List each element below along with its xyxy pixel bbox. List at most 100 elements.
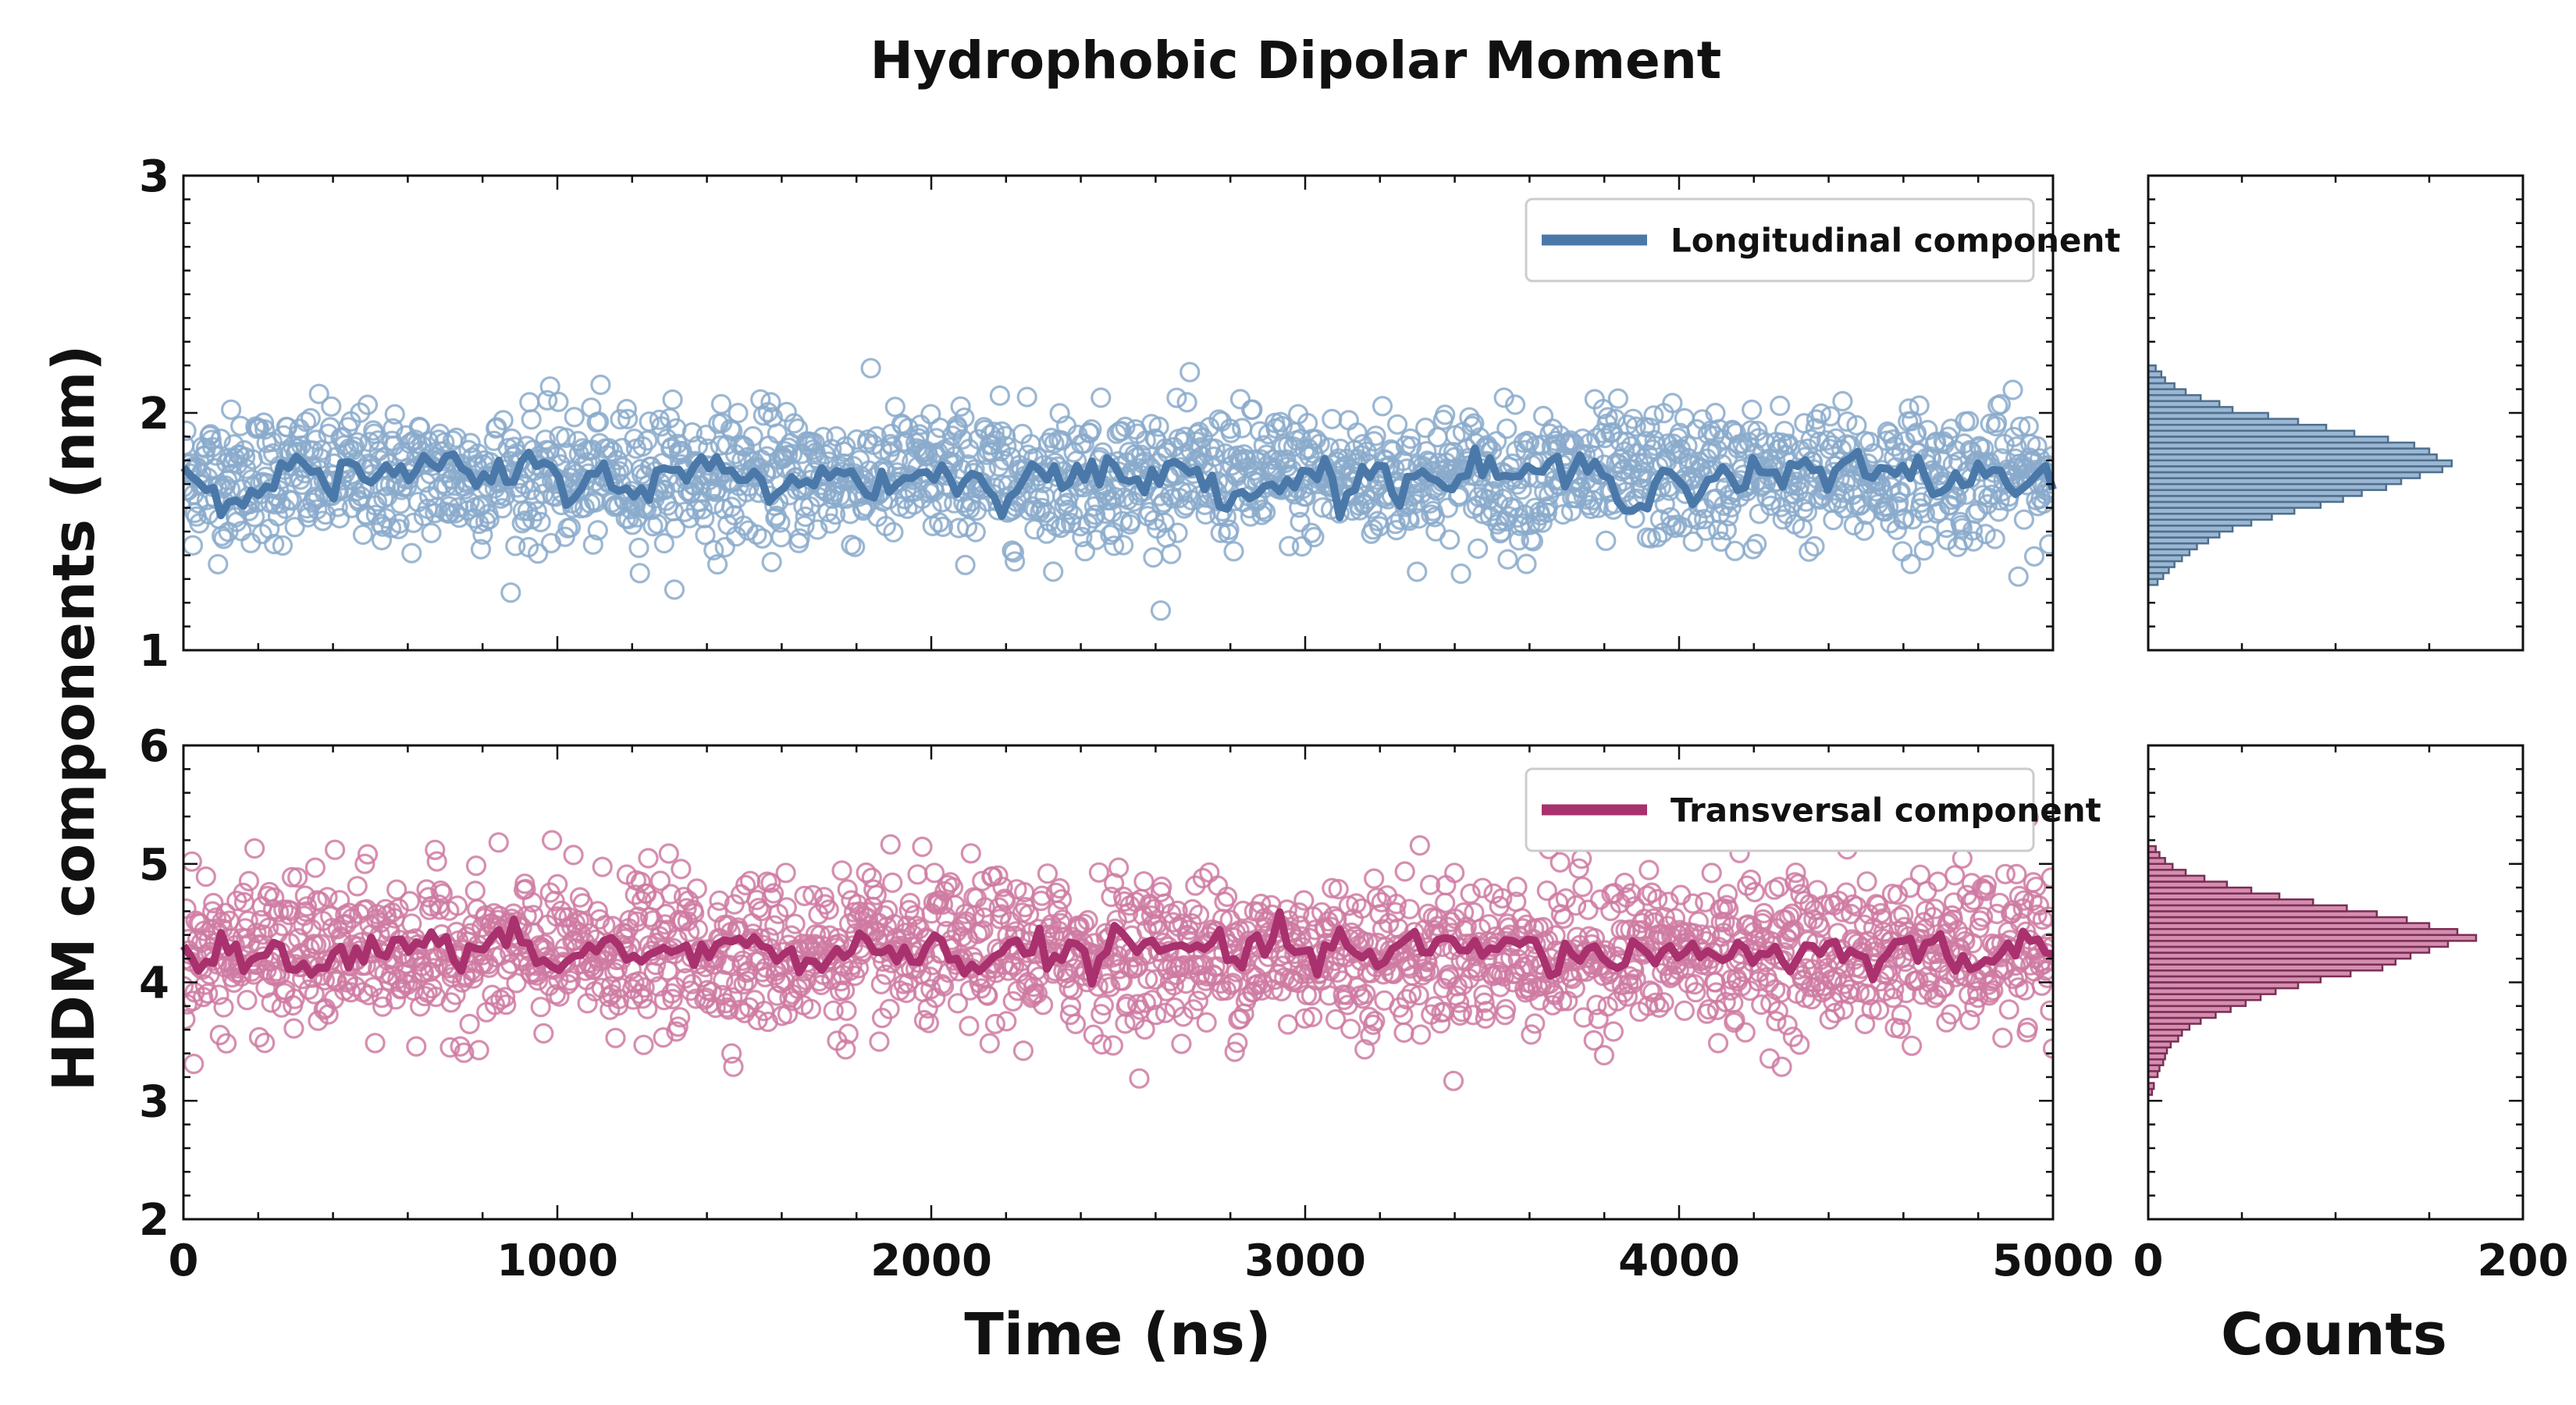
- data-point: [845, 536, 866, 557]
- data-point: [1639, 417, 1660, 439]
- series-line-longitudinal: [180, 444, 2057, 521]
- data-point: [1187, 423, 1208, 445]
- data-point: [1724, 540, 1745, 561]
- data-point: [347, 432, 368, 453]
- data-point: [687, 919, 709, 940]
- data-point: [920, 404, 941, 425]
- data-point: [1560, 430, 1581, 451]
- data-point: [423, 958, 445, 979]
- x-tick-label: 2000: [870, 1236, 992, 1286]
- data-point: [526, 500, 548, 522]
- data-point: [1774, 421, 1795, 442]
- data-point: [1571, 848, 1592, 870]
- data-point: [994, 890, 1016, 912]
- data-point: [795, 506, 816, 528]
- data-point: [1485, 431, 1507, 452]
- data-point: [794, 885, 815, 906]
- data-point: [1716, 520, 1737, 541]
- data-point: [203, 892, 224, 914]
- data-point: [1224, 1041, 1245, 1062]
- data-point: [465, 855, 487, 877]
- data-point: [1536, 880, 1557, 902]
- data-point: [1191, 980, 1212, 1001]
- data-point: [879, 998, 900, 1019]
- data-point: [329, 507, 350, 529]
- data-point: [634, 977, 655, 998]
- data-point: [1222, 973, 1244, 994]
- data-point: [582, 534, 603, 555]
- data-point: [1112, 535, 1134, 556]
- data-point: [1983, 980, 2004, 1001]
- data-point: [1219, 519, 1240, 540]
- data-point: [536, 389, 558, 411]
- data-point: [1188, 904, 1210, 926]
- data-point: [1634, 909, 1655, 930]
- data-point: [439, 1037, 461, 1058]
- data-point: [724, 894, 745, 915]
- data-point: [432, 883, 454, 904]
- data-point: [603, 473, 624, 495]
- data-point: [783, 991, 804, 1012]
- data-point: [1032, 994, 1054, 1016]
- data-point: [1497, 549, 1518, 570]
- data-point: [1918, 525, 1939, 546]
- data-point: [725, 973, 747, 994]
- data-point: [1328, 878, 1349, 900]
- data-point: [777, 1004, 799, 1025]
- data-point: [1087, 976, 1108, 998]
- data-point: [1640, 528, 1661, 549]
- data-point: [794, 515, 815, 536]
- data-point: [1914, 503, 1935, 524]
- data-point: [1742, 539, 1763, 560]
- data-point: [547, 873, 568, 895]
- data-point: [1863, 443, 1884, 464]
- data-point: [460, 432, 481, 454]
- data-point: [728, 402, 749, 424]
- data-point: [306, 429, 327, 450]
- data-point: [1682, 531, 1703, 552]
- data-point: [1551, 991, 1573, 1012]
- data-point: [426, 851, 447, 872]
- data-point: [1371, 891, 1392, 912]
- data-point: [464, 880, 486, 902]
- data-point: [240, 532, 262, 553]
- hist-x-tick-label: 0: [2133, 1236, 2164, 1286]
- data-point: [1050, 518, 1071, 539]
- data-point: [1355, 984, 1376, 1005]
- data-point: [297, 896, 318, 917]
- data-point: [807, 519, 828, 540]
- data-point: [1682, 893, 1703, 914]
- legend-box: [1525, 197, 2035, 283]
- data-point: [1837, 411, 1858, 432]
- data-point: [1340, 1019, 1361, 1040]
- data-point: [834, 980, 856, 1001]
- data-point: [521, 891, 543, 913]
- data-point: [1301, 1006, 1323, 1028]
- data-point: [931, 973, 952, 995]
- data-point: [1573, 1007, 1594, 1028]
- data-point: [883, 521, 904, 543]
- data-point: [1182, 898, 1203, 920]
- data-point: [1861, 998, 1882, 1020]
- data-point: [371, 987, 393, 1008]
- data-point: [633, 1034, 654, 1055]
- data-point: [784, 413, 805, 434]
- data-point: [1542, 994, 1564, 1016]
- data-point: [775, 863, 796, 884]
- data-point: [1016, 386, 1037, 407]
- data-point: [884, 397, 906, 418]
- data-point: [1294, 1008, 1315, 1029]
- data-point: [1545, 925, 1566, 946]
- data-point: [1662, 393, 1683, 414]
- data-point: [344, 436, 365, 457]
- y-tick-label: 4: [139, 959, 169, 1009]
- data-point: [1701, 863, 1722, 884]
- data-point: [856, 862, 877, 884]
- y-tick-label: 2: [139, 1195, 169, 1246]
- data-point: [1586, 994, 1607, 1016]
- data-point: [248, 1026, 270, 1048]
- data-point: [541, 830, 563, 851]
- data-point: [882, 872, 903, 894]
- data-point: [1172, 1006, 1194, 1027]
